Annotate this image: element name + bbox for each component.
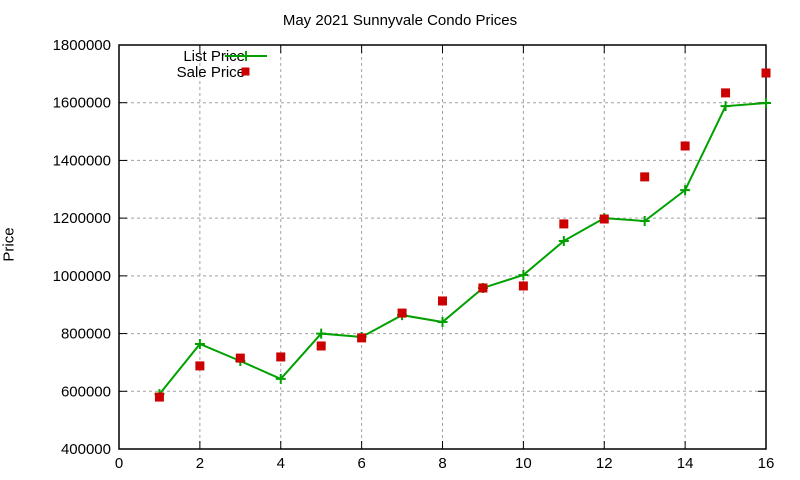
y-tick-label: 400000 — [61, 441, 111, 458]
x-tick-label: 0 — [115, 455, 123, 472]
sale-price-marker — [276, 352, 286, 362]
legend-marker-list-price — [241, 51, 251, 61]
sale-price-marker — [316, 341, 326, 351]
y-tick-label: 800000 — [61, 326, 111, 343]
x-tick-label: 6 — [357, 455, 365, 472]
sale-price-marker — [154, 392, 164, 402]
list-price-marker — [518, 269, 529, 280]
sale-price-marker — [357, 333, 367, 343]
list-price-marker — [639, 216, 650, 227]
y-tick-label: 1000000 — [53, 268, 111, 285]
x-tick-label: 2 — [196, 455, 204, 472]
x-tick-label: 12 — [596, 455, 613, 472]
sale-price-marker — [195, 361, 205, 371]
y-tick-label: 1200000 — [53, 210, 111, 227]
list-price-marker — [437, 317, 448, 328]
sale-price-marker — [599, 214, 609, 224]
y-tick-label: 1400000 — [53, 152, 111, 169]
legend-label-list-price: List Price — [183, 48, 245, 65]
list-price-marker — [194, 338, 205, 349]
sale-price-marker — [761, 68, 771, 78]
list-price-marker — [558, 235, 569, 246]
y-tick-label: 1800000 — [53, 37, 111, 54]
list-price-marker — [275, 373, 286, 384]
sale-price-marker — [438, 296, 447, 306]
legend-marker-sale-price — [241, 67, 250, 76]
sale-price-marker — [478, 283, 488, 293]
x-tick-label: 4 — [277, 455, 285, 472]
list-price-line — [158, 102, 767, 395]
x-tick-label: 16 — [758, 455, 775, 472]
list-price-marker — [680, 185, 691, 196]
sale-price-marker — [235, 353, 245, 363]
list-price-marker — [720, 101, 731, 112]
legend-label-sale-price: Sale Price — [177, 64, 245, 81]
chart-title: May 2021 Sunnyvale Condo Prices — [282, 12, 518, 29]
x-tick-label: 8 — [438, 455, 446, 472]
sale-price-marker — [559, 219, 569, 229]
y-tick-label: 1600000 — [53, 95, 111, 112]
x-tick-label: 14 — [677, 455, 694, 472]
sale-price-marker — [518, 281, 528, 291]
sale-price-marker — [680, 141, 690, 151]
sale-price-marker — [721, 88, 731, 98]
y-tick-label: 600000 — [61, 383, 111, 400]
list-price-marker — [316, 328, 327, 339]
list-price-marker — [761, 98, 771, 109]
sale-price-marker — [640, 172, 650, 182]
x-tick-label: 10 — [515, 455, 532, 472]
sale-price-marker — [397, 308, 407, 318]
